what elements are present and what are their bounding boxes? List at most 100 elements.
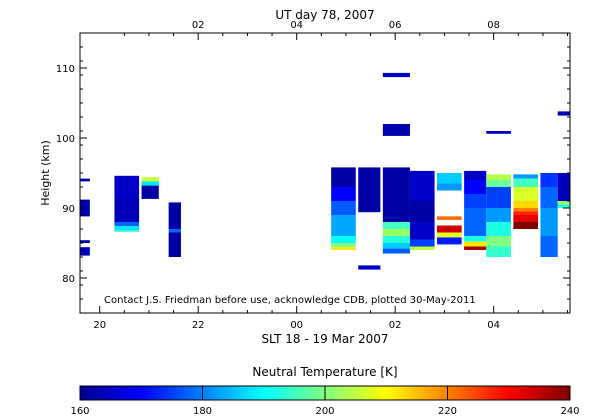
temperature-cell bbox=[114, 226, 140, 231]
temperature-cell bbox=[513, 211, 538, 215]
bottom-axis-title: SLT 18 - 19 Mar 2007 bbox=[261, 332, 388, 346]
top-axis-title: UT day 78, 2007 bbox=[275, 8, 374, 22]
temperature-cell bbox=[437, 183, 462, 191]
temperature-cell bbox=[168, 229, 181, 233]
temperature-cell bbox=[141, 181, 159, 186]
bottom-tick-label: 04 bbox=[487, 320, 500, 331]
temperature-cell bbox=[464, 241, 487, 247]
temperature-cell bbox=[437, 216, 462, 220]
temperature-cell bbox=[486, 131, 511, 134]
temperature-cell bbox=[331, 187, 356, 201]
temperature-cell bbox=[80, 178, 90, 182]
temperature-cell bbox=[464, 170, 487, 180]
bottom-tick-label: 22 bbox=[192, 320, 205, 331]
temperature-cell bbox=[382, 236, 410, 243]
temperature-cell bbox=[486, 246, 511, 257]
temperature-cell bbox=[464, 194, 487, 208]
temperature-cell bbox=[114, 175, 140, 198]
temperature-cell bbox=[464, 180, 487, 194]
temperature-cell bbox=[540, 173, 558, 187]
temperature-cell bbox=[331, 201, 356, 215]
temperature-cell bbox=[486, 222, 511, 236]
colorbar-tick-label: 180 bbox=[193, 406, 212, 417]
temperature-cell bbox=[168, 232, 181, 257]
temperature-cell bbox=[409, 201, 435, 222]
temperature-cell bbox=[331, 236, 356, 243]
temperature-cell bbox=[382, 124, 410, 136]
temperature-cell bbox=[382, 248, 410, 254]
colorbar-tick-label: 220 bbox=[438, 406, 457, 417]
temperature-cell bbox=[114, 230, 140, 232]
temperature-cell bbox=[437, 232, 462, 238]
top-tick-label: 06 bbox=[389, 20, 402, 31]
y-tick-label: 90 bbox=[62, 204, 75, 215]
temperature-cell bbox=[513, 222, 538, 229]
temperature-cell bbox=[513, 201, 538, 208]
temperature-cell bbox=[437, 237, 462, 245]
temperature-cell bbox=[382, 167, 410, 222]
y-tick-label: 80 bbox=[62, 274, 75, 285]
temperature-cell bbox=[409, 239, 435, 247]
temperature-cell bbox=[331, 243, 356, 248]
axis-ticks: 20 22 00 02 04 02 04 06 08 80 90 100 110 bbox=[56, 20, 570, 331]
temperature-cell bbox=[464, 236, 487, 242]
temperature-cell bbox=[409, 170, 435, 201]
y-axis-title: Height (km) bbox=[39, 140, 52, 206]
colorbar-ticks: 160 180 200 220 240 bbox=[70, 386, 580, 417]
temperature-cell bbox=[382, 222, 410, 229]
temperature-cell bbox=[141, 185, 159, 199]
temperature-cell bbox=[513, 178, 538, 187]
temperature-cell bbox=[331, 247, 356, 250]
temperature-cell bbox=[557, 173, 570, 201]
temperature-cell bbox=[557, 201, 570, 205]
temperature-cell bbox=[513, 174, 538, 179]
temperature-cell bbox=[540, 236, 558, 257]
temperature-cell bbox=[486, 208, 511, 222]
colorbar-title: Neutral Temperature [K] bbox=[252, 365, 397, 379]
temperature-cell bbox=[80, 247, 90, 256]
temperature-cell bbox=[540, 187, 558, 208]
temperature-cell bbox=[513, 208, 538, 212]
bottom-tick-label: 02 bbox=[389, 320, 402, 331]
temperature-cell bbox=[437, 173, 462, 184]
temperature-cell bbox=[409, 246, 435, 250]
temperature-cell bbox=[513, 187, 538, 201]
temperature-cell bbox=[437, 225, 462, 233]
temperature-cell bbox=[114, 222, 140, 227]
temperature-cell bbox=[486, 236, 511, 247]
temperature-cell bbox=[464, 246, 487, 250]
credit-note: Contact J.S. Friedman before use, acknow… bbox=[104, 295, 476, 306]
top-tick-label: 02 bbox=[192, 20, 205, 31]
top-tick-label: 08 bbox=[487, 20, 500, 31]
temperature-cell bbox=[513, 215, 538, 222]
temperature-cell bbox=[486, 187, 511, 208]
temperature-cell bbox=[557, 204, 570, 208]
colorbar-tick-label: 200 bbox=[315, 406, 334, 417]
temperature-cell bbox=[331, 215, 356, 236]
bottom-tick-label: 20 bbox=[93, 320, 106, 331]
temperature-cell bbox=[382, 72, 410, 78]
temperature-cell bbox=[540, 208, 558, 236]
temperature-cell bbox=[382, 243, 410, 249]
temperature-cell bbox=[168, 202, 181, 229]
colorbar-tick-label: 240 bbox=[560, 406, 579, 417]
data-cells bbox=[80, 72, 570, 270]
temperature-cell bbox=[80, 240, 90, 243]
temperature-cell bbox=[141, 177, 159, 182]
temperature-cell bbox=[486, 180, 511, 187]
temperature-cell bbox=[358, 167, 381, 213]
temperature-cell bbox=[409, 222, 435, 240]
temperature-cell bbox=[382, 229, 410, 236]
y-tick-label: 110 bbox=[56, 64, 75, 75]
temperature-cell bbox=[114, 197, 140, 222]
temperature-cell bbox=[557, 111, 570, 116]
temperature-cell bbox=[464, 208, 487, 236]
temperature-cell bbox=[358, 265, 381, 270]
temperature-cell bbox=[486, 174, 511, 180]
y-tick-label: 100 bbox=[56, 134, 75, 145]
plot-frame bbox=[79, 32, 571, 314]
colorbar-tick-label: 160 bbox=[70, 406, 89, 417]
temperature-cell bbox=[331, 167, 356, 187]
top-tick-label: 04 bbox=[290, 20, 303, 31]
